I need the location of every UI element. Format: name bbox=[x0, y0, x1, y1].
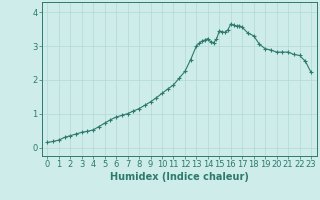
X-axis label: Humidex (Indice chaleur): Humidex (Indice chaleur) bbox=[110, 172, 249, 182]
